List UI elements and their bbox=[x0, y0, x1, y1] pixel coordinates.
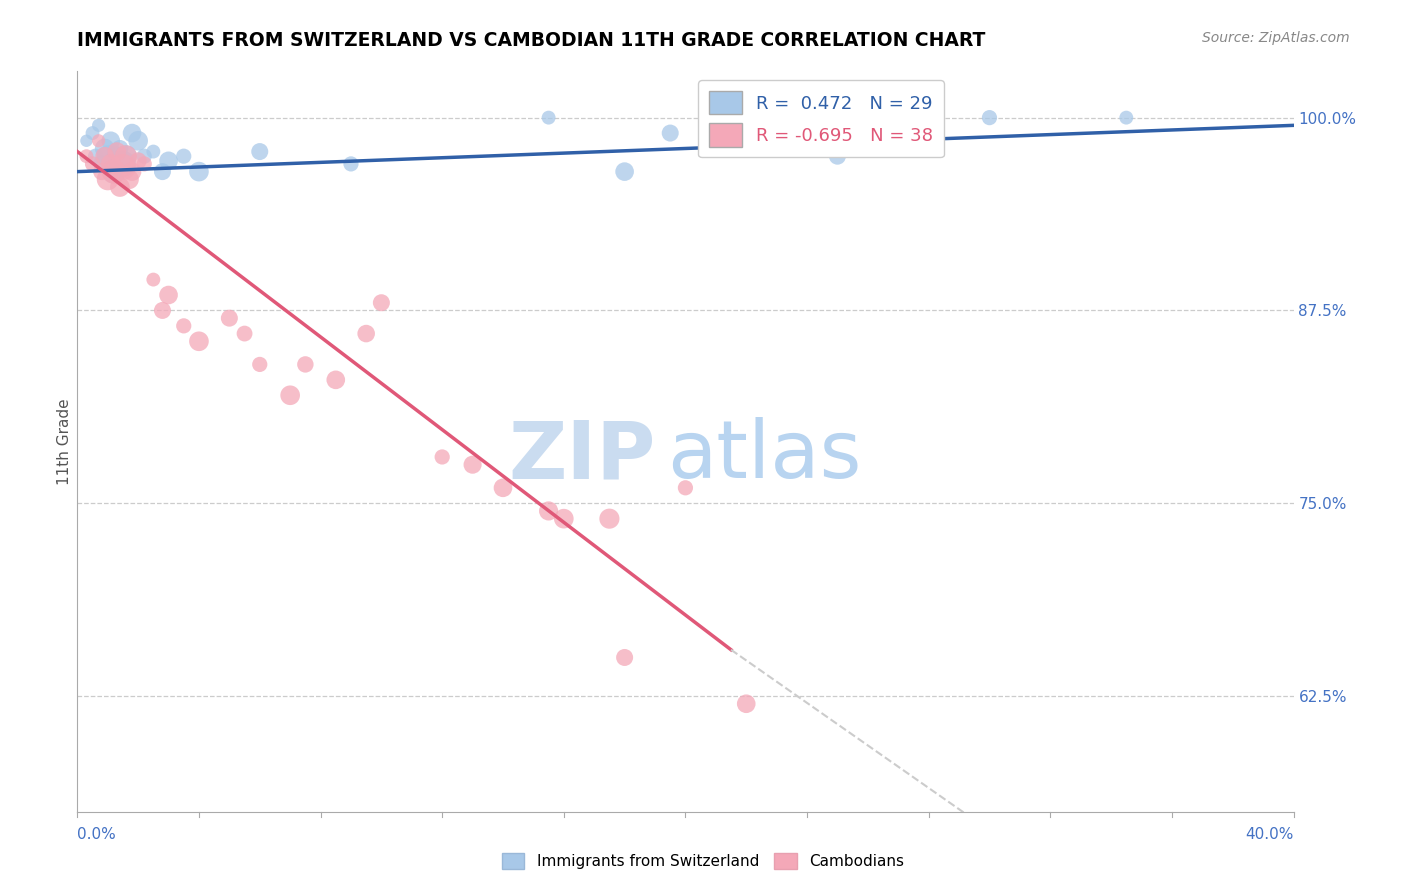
Text: Source: ZipAtlas.com: Source: ZipAtlas.com bbox=[1202, 31, 1350, 45]
Point bbox=[675, 481, 697, 495]
Point bbox=[152, 303, 174, 318]
Point bbox=[188, 164, 211, 178]
Point bbox=[461, 458, 484, 472]
Point bbox=[90, 164, 112, 178]
Point bbox=[142, 272, 165, 286]
Point bbox=[103, 164, 125, 178]
Point bbox=[430, 450, 453, 464]
Point bbox=[108, 141, 131, 155]
Text: 40.0%: 40.0% bbox=[1246, 827, 1294, 841]
Legend: Immigrants from Switzerland, Cambodians: Immigrants from Switzerland, Cambodians bbox=[495, 847, 911, 875]
Point bbox=[105, 145, 128, 159]
Point bbox=[173, 149, 195, 163]
Point bbox=[294, 358, 316, 372]
Text: ZIP: ZIP bbox=[509, 417, 655, 495]
Point bbox=[115, 149, 138, 163]
Point bbox=[121, 126, 143, 140]
Point bbox=[93, 149, 115, 163]
Text: 0.0%: 0.0% bbox=[77, 827, 117, 841]
Point bbox=[115, 149, 138, 163]
Point bbox=[111, 157, 134, 171]
Point bbox=[152, 164, 174, 178]
Point bbox=[233, 326, 256, 341]
Point bbox=[127, 153, 149, 168]
Text: IMMIGRANTS FROM SWITZERLAND VS CAMBODIAN 11TH GRADE CORRELATION CHART: IMMIGRANTS FROM SWITZERLAND VS CAMBODIAN… bbox=[77, 31, 986, 50]
Point bbox=[537, 504, 560, 518]
Legend: R =  0.472   N = 29, R = -0.695   N = 38: R = 0.472 N = 29, R = -0.695 N = 38 bbox=[699, 80, 943, 158]
Point bbox=[100, 157, 122, 171]
Point bbox=[157, 153, 180, 168]
Point bbox=[492, 481, 515, 495]
Point bbox=[537, 111, 560, 125]
Point bbox=[249, 145, 271, 159]
Point bbox=[354, 326, 377, 341]
Point bbox=[82, 126, 104, 140]
Point bbox=[659, 126, 682, 140]
Point bbox=[108, 180, 131, 194]
Point bbox=[93, 141, 115, 155]
Point bbox=[613, 164, 636, 178]
Point bbox=[188, 334, 211, 349]
Point bbox=[134, 149, 156, 163]
Point bbox=[121, 164, 143, 178]
Y-axis label: 11th Grade: 11th Grade bbox=[56, 398, 72, 485]
Text: atlas: atlas bbox=[668, 417, 862, 495]
Point bbox=[142, 145, 165, 159]
Point bbox=[75, 134, 97, 148]
Point bbox=[87, 119, 110, 133]
Point bbox=[340, 157, 363, 171]
Point bbox=[278, 388, 301, 402]
Point bbox=[90, 157, 112, 171]
Point bbox=[249, 358, 271, 372]
Point bbox=[100, 134, 122, 148]
Point bbox=[111, 160, 134, 174]
Point bbox=[1115, 111, 1137, 125]
Point bbox=[97, 172, 120, 186]
Point bbox=[553, 511, 575, 525]
Point bbox=[613, 650, 636, 665]
Point bbox=[97, 149, 120, 163]
Point bbox=[827, 149, 849, 163]
Point bbox=[118, 172, 141, 186]
Point bbox=[325, 373, 347, 387]
Point bbox=[134, 157, 156, 171]
Point bbox=[84, 149, 107, 163]
Point bbox=[735, 697, 758, 711]
Point bbox=[87, 134, 110, 148]
Point bbox=[105, 149, 128, 163]
Point bbox=[75, 149, 97, 163]
Point bbox=[979, 111, 1001, 125]
Point bbox=[598, 511, 620, 525]
Point bbox=[173, 318, 195, 333]
Point bbox=[218, 311, 240, 326]
Point bbox=[370, 295, 392, 310]
Point bbox=[157, 288, 180, 302]
Point bbox=[103, 164, 125, 178]
Point bbox=[127, 134, 149, 148]
Point bbox=[82, 157, 104, 171]
